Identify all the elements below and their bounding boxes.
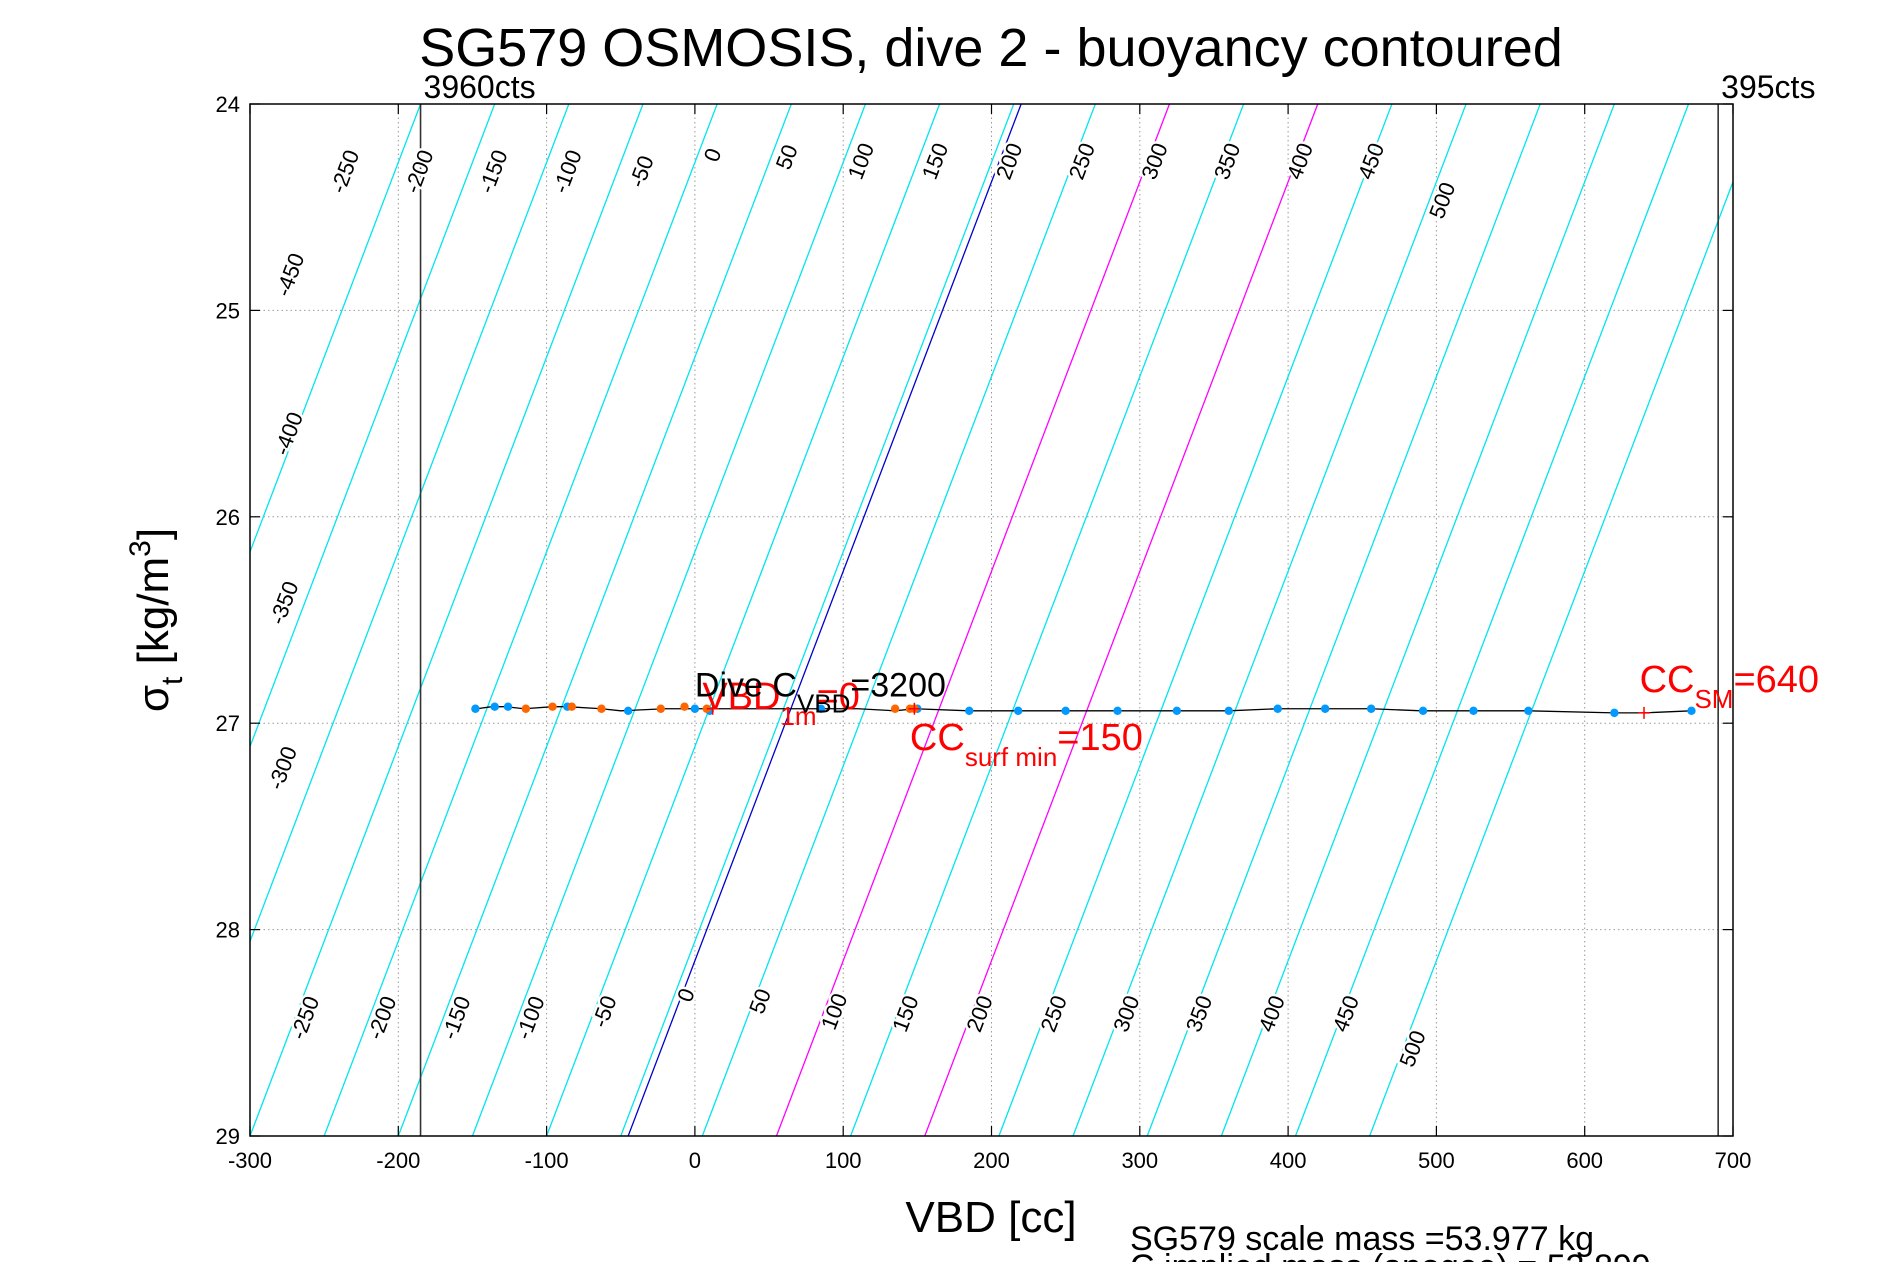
- marker-blue: [690, 704, 700, 713]
- marker-orange: [567, 702, 577, 711]
- y-axis-label: σt [kg/m3]: [124, 528, 189, 712]
- annotation-cc-sm: CCSM=640: [1640, 659, 1819, 714]
- contour-line: [1146, 104, 1541, 1136]
- x-tick-label: 200: [973, 1148, 1010, 1173]
- marker-blue: [1273, 704, 1282, 713]
- y-tick-label: 27: [216, 711, 240, 736]
- footer-line-2: C implied mass (apogee) = 53.899: [1130, 1248, 1651, 1262]
- contour-line: [250, 104, 422, 554]
- x-tick-label: -100: [525, 1148, 569, 1173]
- marker-orange: [890, 704, 900, 713]
- contour-line: [1220, 104, 1615, 1136]
- buoyancy-contours: [250, 104, 1733, 1136]
- marker-blue: [816, 704, 826, 713]
- y-tick-label: 28: [216, 918, 240, 943]
- x-tick-label: -300: [228, 1148, 272, 1173]
- vbd-limit-lines: 3960cts 395cts: [419, 69, 1815, 1136]
- marker-red-plus: [1638, 706, 1651, 719]
- y-tick-label: 29: [216, 1124, 240, 1149]
- contour-line: [620, 104, 1015, 1136]
- marker-blue: [1418, 706, 1428, 716]
- marker-blue: [1320, 704, 1330, 713]
- chart-title: SG579 OSMOSIS, dive 2 - buoyancy contour…: [419, 18, 1563, 78]
- marker-red-plus: [706, 702, 719, 715]
- marker-red-plus: [908, 702, 921, 715]
- marker-orange: [597, 704, 606, 713]
- marker-blue: [490, 702, 499, 711]
- y-ticks: 24 25 26 27 28 29: [216, 92, 1733, 1149]
- vbd-limit-label: 3960cts: [424, 69, 536, 105]
- contour-line: [323, 104, 718, 1136]
- annotation-cc-surf-min: CCsurf min=150: [910, 717, 1143, 772]
- y-tick-label: 26: [216, 505, 240, 530]
- contour-line: [1072, 104, 1467, 1136]
- marker-blue: [1172, 706, 1182, 716]
- x-ticks: -300 -200 -100 0 100 200 300 400 500 600 700: [228, 104, 1751, 1173]
- footer-line-1: SG579 scale mass =53.977 kg: [1130, 1220, 1594, 1258]
- contour-line: [924, 104, 1319, 1136]
- contour-line: [471, 104, 867, 1136]
- grid-lines: [250, 104, 1733, 1136]
- contour-line: [397, 104, 792, 1136]
- contour-line: [775, 104, 1171, 1136]
- contour-line: [1369, 180, 1733, 1136]
- footer-notes: SG579 scale mass =53.977 kgC implied mas…: [1130, 1220, 1651, 1262]
- x-tick-label: 600: [1566, 1148, 1603, 1173]
- marker-orange: [521, 704, 531, 713]
- marker-orange: [548, 702, 557, 711]
- marker-blue: [503, 702, 513, 711]
- x-tick-label: 300: [1121, 1148, 1158, 1173]
- marker-blue: [1013, 706, 1023, 716]
- contour-line: [1294, 104, 1690, 1136]
- contour-line: [545, 104, 941, 1136]
- x-tick-label: 400: [1270, 1148, 1307, 1173]
- contour-line: [250, 104, 644, 1136]
- marker-blue: [1687, 706, 1696, 716]
- y-tick-label: 24: [216, 92, 240, 117]
- marker-blue: [1061, 706, 1070, 716]
- marker-orange: [656, 704, 665, 713]
- marker-blue: [1366, 704, 1376, 713]
- plot-area: [250, 104, 1733, 1136]
- marker-blue: [1610, 708, 1619, 718]
- contour-line: [250, 104, 570, 944]
- x-tick-label: 500: [1418, 1148, 1455, 1173]
- contour-line: [250, 104, 496, 749]
- contour-line: [701, 104, 1096, 1136]
- contour-line: [627, 104, 1022, 1136]
- contour-line: [998, 104, 1393, 1136]
- marker-blue: [1224, 706, 1233, 716]
- x-axis-label: VBD [cc]: [905, 1193, 1076, 1242]
- marker-blue: [471, 704, 480, 713]
- annotation-dive-cvbd: Dive CVBD=3200: [695, 666, 946, 718]
- contour-line: [850, 104, 1245, 1136]
- data-markers: [471, 702, 1696, 719]
- marker-blue: [965, 706, 974, 716]
- marker-blue: [623, 706, 633, 716]
- annotation-vbd-1m: VBD1m=0: [702, 676, 860, 731]
- marker-blue: [1113, 706, 1122, 716]
- y-tick-label: 25: [216, 298, 240, 323]
- x-tick-label: 100: [825, 1148, 862, 1173]
- x-tick-label: -200: [376, 1148, 420, 1173]
- marker-blue: [1524, 706, 1533, 716]
- vbd-limit-label: 395cts: [1721, 69, 1815, 105]
- marker-blue: [1469, 706, 1478, 716]
- x-tick-label: 0: [689, 1148, 701, 1173]
- x-tick-label: 700: [1715, 1148, 1752, 1173]
- marker-orange: [680, 702, 689, 711]
